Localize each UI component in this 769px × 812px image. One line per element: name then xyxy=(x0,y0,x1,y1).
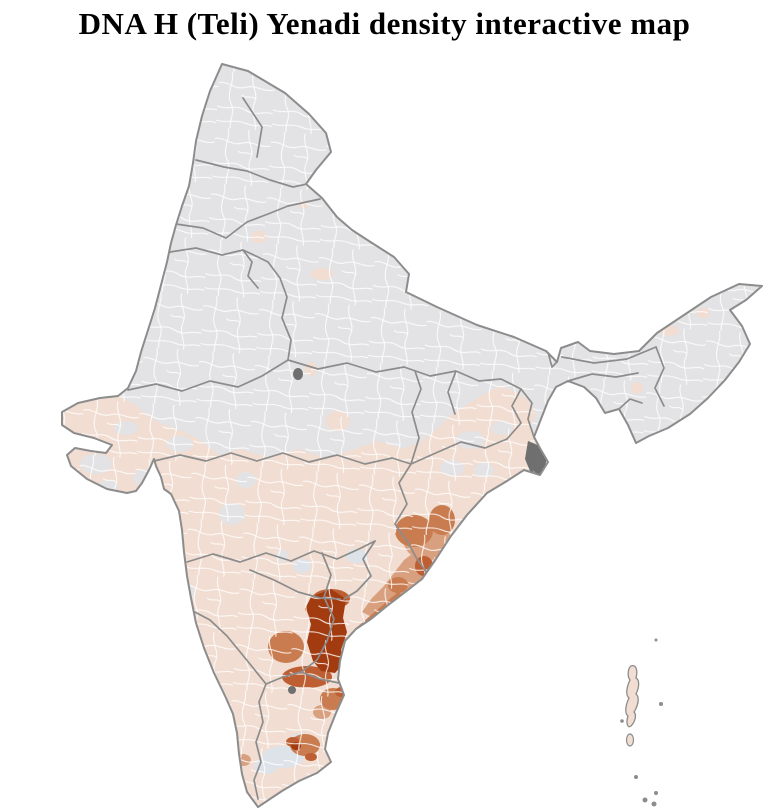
small-islands xyxy=(620,638,663,807)
page-title: DNA H (Teli) Yenadi density interactive … xyxy=(78,6,691,41)
region-kadapa-district xyxy=(268,631,304,663)
india-outline xyxy=(61,63,763,808)
region-south-odisha-cluster-2 xyxy=(429,505,455,535)
region-andaman-nicobar-islands[interactable] xyxy=(620,638,663,807)
state-borders xyxy=(127,97,665,800)
